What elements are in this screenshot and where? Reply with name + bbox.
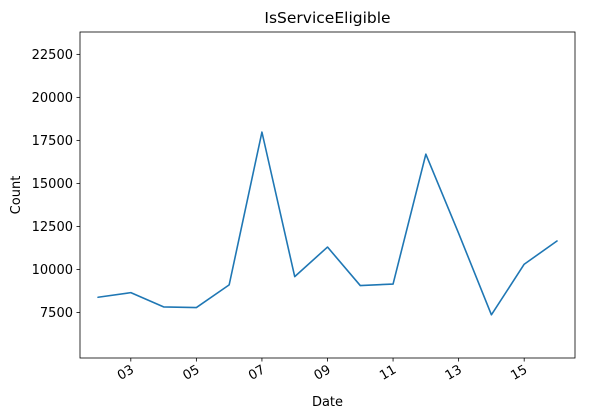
x-tick-label: 15 [508, 362, 530, 383]
x-tick-label: 05 [181, 362, 203, 383]
x-axis-label: Date [312, 395, 343, 410]
series-layer [97, 131, 558, 316]
y-tick-label: 7500 [40, 306, 73, 321]
y-tick-label: 10000 [32, 263, 73, 278]
y-tick-label: 12500 [32, 220, 73, 235]
plot-frame [79, 31, 576, 359]
x-tick-label: 09 [312, 362, 334, 383]
series-line [97, 131, 558, 316]
x-tick-label: 03 [115, 362, 137, 383]
y-tick-label: 17500 [32, 134, 73, 149]
x-tick-label: 07 [246, 362, 268, 383]
x-tick-label: 11 [377, 362, 399, 383]
x-axis-ticks: 03 05 07 09 11 13 15 [115, 358, 530, 384]
x-tick-label: 13 [443, 362, 465, 383]
y-axis-ticks: 7500 10000 12500 15000 17500 20000 22500 [32, 48, 80, 321]
y-tick-label: 20000 [32, 91, 73, 106]
y-tick-label: 15000 [32, 177, 73, 192]
chart-title: IsServiceEligible [264, 9, 390, 27]
y-tick-label: 22500 [32, 48, 73, 63]
y-axis-label: Count [9, 176, 24, 215]
